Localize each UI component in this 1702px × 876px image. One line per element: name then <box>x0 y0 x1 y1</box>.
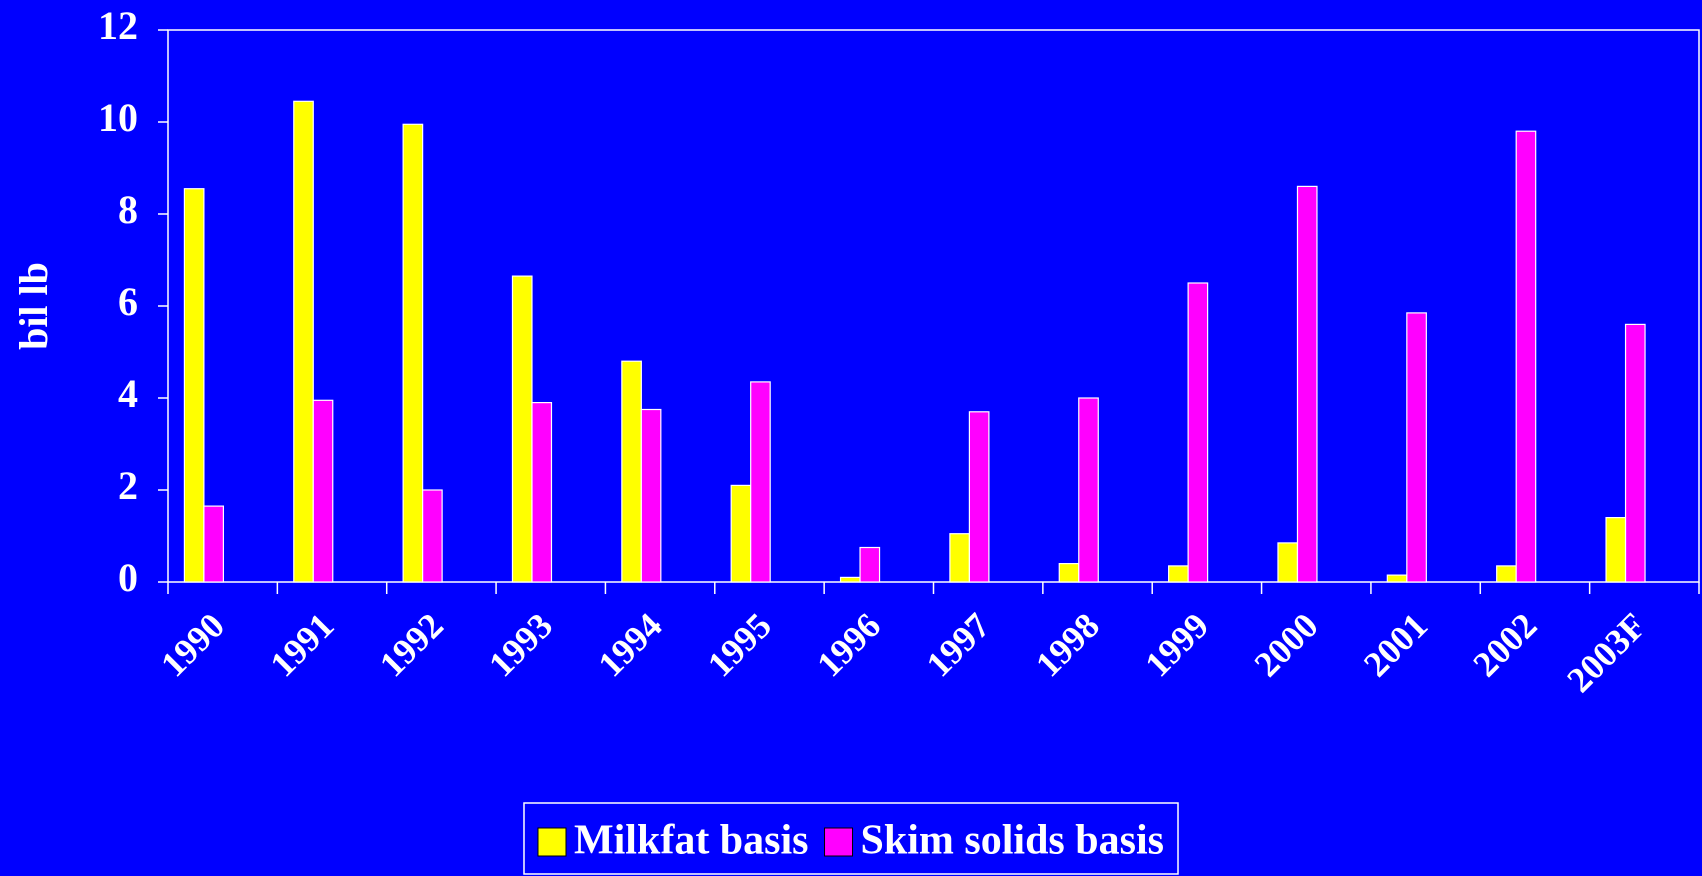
y-tick-label: 0 <box>118 555 138 600</box>
legend-swatch <box>537 827 567 857</box>
bar <box>293 100 314 583</box>
legend-swatch <box>824 827 854 857</box>
legend-label: Skim solids basis <box>861 818 1164 864</box>
y-tick-label: 8 <box>118 187 138 232</box>
bar <box>640 408 662 583</box>
y-axis-label: bil lb <box>11 262 56 350</box>
bar <box>1187 282 1209 583</box>
bar <box>1078 397 1099 583</box>
bar <box>839 576 861 583</box>
bar <box>183 188 205 583</box>
bar <box>511 275 533 583</box>
legend-box <box>523 802 1179 875</box>
bar <box>750 381 771 583</box>
y-tick-label: 12 <box>98 3 138 48</box>
bar <box>621 360 642 583</box>
bar <box>1515 130 1537 583</box>
y-tick-label: 2 <box>118 463 138 508</box>
bar <box>1496 565 1517 583</box>
bar <box>312 399 334 583</box>
y-tick-label: 4 <box>118 371 138 416</box>
bar <box>859 546 881 583</box>
bar <box>1168 565 1189 583</box>
bar <box>1386 574 1408 583</box>
bar <box>949 533 971 583</box>
bar <box>1406 312 1427 583</box>
legend-label: Milkfat basis <box>574 818 809 864</box>
bar <box>730 484 752 583</box>
bar <box>1624 323 1646 583</box>
bar <box>203 505 225 583</box>
y-tick-label: 10 <box>98 95 138 140</box>
bar <box>1058 562 1080 583</box>
y-tick-label: 6 <box>118 279 138 324</box>
bar <box>531 402 553 583</box>
bar <box>968 411 990 583</box>
bar <box>1277 542 1299 583</box>
bar <box>1296 185 1318 583</box>
legend: Milkfat basis Skim solids basis <box>523 802 1179 875</box>
bar <box>422 489 443 583</box>
bar <box>1605 516 1627 583</box>
bar <box>402 123 424 583</box>
